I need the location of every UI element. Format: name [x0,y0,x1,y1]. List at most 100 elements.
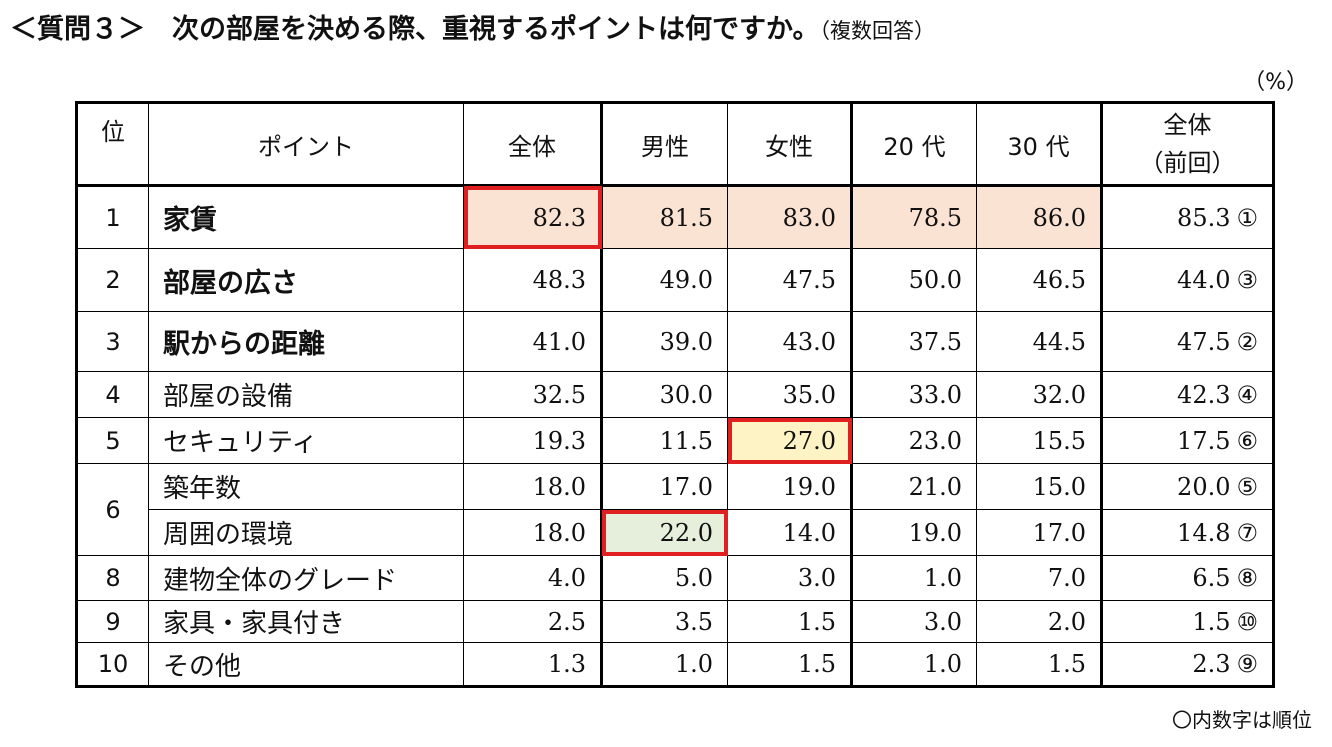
value-cell-overall: 4.0 [463,555,602,601]
table-row: 8 建物全体のグレード 4.0 5.0 3.0 1.0 7.0 6.5 ⑧ [76,555,1274,601]
value-cell-age20: 37.5 [850,311,977,372]
prev-rank: ② [1236,327,1258,356]
value-cell-age30: 86.0 [976,185,1102,249]
value-cell-female: 83.0 [727,185,852,249]
value-cell-age30: 7.0 [976,555,1102,601]
point-cell: セキュリティ [148,417,464,464]
value-cell-male: 17.0 [600,463,728,510]
header-female: 女性 [727,102,852,187]
prev-value: 20.0 [1177,472,1231,501]
point-cell: 家具・家具付き [148,600,464,643]
title-main: ＜質問３＞ 次の部屋を決める際、重視するポイントは何ですか。 [10,14,820,45]
value-cell-age30: 17.0 [976,509,1102,556]
value-cell-age30: 2.0 [976,600,1102,643]
value-cell-overall: 32.5 [463,371,602,418]
table-row: 周囲の環境 18.0 22.0 14.0 19.0 17.0 14.8 ⑦ [77,509,1274,556]
value-cell-age20: 33.0 [850,371,977,418]
prev-cell: 14.8 ⑦ [1100,509,1274,556]
header-age20: 20 代 [850,102,977,187]
table-row: 3 駅からの距離 41.0 39.0 43.0 37.5 44.5 47.5 ② [76,311,1274,372]
value-cell-female: 14.0 [727,509,852,556]
value-cell-male: 30.0 [600,371,728,418]
table-row: 5 セキュリティ 19.3 11.5 27.0 23.0 15.5 17.5 ⑥ [76,417,1274,464]
prev-rank: ③ [1236,266,1258,294]
value-cell-female: 3.0 [727,555,852,601]
value-cell-overall: 18.0 [463,509,602,556]
value-cell-male: 39.0 [600,311,728,372]
value-cell-age20: 21.0 [850,463,977,510]
point-cell: 部屋の設備 [148,371,464,418]
table-row: 4 部屋の設備 32.5 30.0 35.0 33.0 32.0 42.3 ④ [76,371,1274,418]
prev-value: 47.5 [1177,327,1231,356]
title-note: （複数回答） [819,19,935,43]
rank-cell: 2 [76,248,149,312]
prev-cell: 85.3 ① [1100,185,1274,249]
chart-title: ＜質問３＞ 次の部屋を決める際、重視するポイントは何ですか。（複数回答） [10,8,935,52]
table-row: 10 その他 1.3 1.0 1.5 1.0 1.5 2.3 ⑨ [76,642,1274,687]
prev-rank: ⑨ [1236,650,1258,678]
table-row: 2 部屋の広さ 48.3 49.0 47.5 50.0 46.5 44.0 ③ [76,248,1274,312]
table-row: 6 築年数 18.0 17.0 19.0 21.0 15.0 20.0 ⑤ [76,463,1274,556]
value-cell-female: 19.0 [727,463,852,510]
point-cell: 築年数 [148,463,464,510]
point-cell: 周囲の環境 [148,509,464,556]
prev-rank: ⑦ [1236,518,1258,547]
rank-cell: 10 [76,642,149,687]
prev-cell: 6.5 ⑧ [1100,555,1274,601]
prev-value: 14.8 [1177,518,1231,547]
header-point: ポイント [148,102,464,187]
prev-value: 44.0 [1177,266,1231,294]
prev-rank: ⑥ [1236,426,1258,455]
value-cell-overall: 2.5 [463,600,602,643]
value-cell-male: 5.0 [600,555,728,601]
value-cell-overall: 1.3 [463,642,602,687]
value-cell-female: 43.0 [727,311,852,372]
value-cell-overall: 18.0 [463,463,602,510]
table-row: 1 家賃 82.3 81.5 83.0 78.5 86.0 85.3 ① [76,185,1274,249]
prev-rank: ⑤ [1236,472,1258,501]
value-cell-female: 27.0 [727,417,852,464]
unit-label: （%） [1243,70,1308,95]
rank-cell: 3 [76,311,149,372]
footnote: 〇内数字は順位 [1172,708,1312,732]
rank-cell: 6 [76,463,149,556]
value-cell-male: 3.5 [600,600,728,643]
value-cell-male: 1.0 [600,642,728,687]
value-cell-female: 1.5 [727,642,852,687]
prev-value: 6.5 [1192,564,1231,592]
value-cell-age20: 3.0 [850,600,977,643]
value-cell-overall: 82.3 [463,185,602,249]
value-cell-male: 81.5 [600,185,728,249]
value-cell-age20: 1.0 [850,555,977,601]
prev-value: 42.3 [1177,380,1231,409]
value-cell-age20: 1.0 [850,642,977,687]
value-cell-female: 1.5 [727,600,852,643]
value-cell-overall: 19.3 [463,417,602,464]
value-cell-age20: 23.0 [850,417,977,464]
prev-value: 17.5 [1177,426,1231,455]
header-rank: 位 [76,102,149,187]
header-prev: 全体 （前回） [1100,102,1274,187]
prev-cell: 17.5 ⑥ [1100,417,1274,464]
prev-cell: 44.0 ③ [1100,248,1274,312]
value-cell-age30: 15.0 [976,463,1102,510]
value-cell-female: 47.5 [727,248,852,312]
value-cell-male: 22.0 [600,509,728,556]
rank-cell: 5 [76,417,149,464]
value-cell-age30: 44.5 [976,311,1102,372]
prev-cell: 47.5 ② [1100,311,1274,372]
value-cell-male: 11.5 [600,417,728,464]
header-age30: 30 代 [976,102,1102,187]
value-cell-age30: 15.5 [976,417,1102,464]
prev-rank: ④ [1236,380,1258,409]
prev-value: 85.3 [1177,203,1231,232]
prev-value: 2.3 [1192,650,1231,678]
point-cell: その他 [148,642,464,687]
header-overall: 全体 [463,102,602,187]
value-cell-age20: 50.0 [850,248,977,312]
value-cell-age30: 1.5 [976,642,1102,687]
header-male: 男性 [600,102,728,187]
value-cell-male: 49.0 [600,248,728,312]
table-row: 9 家具・家具付き 2.5 3.5 1.5 3.0 2.0 1.5 ⑩ [76,600,1274,643]
point-cell: 駅からの距離 [148,311,464,372]
